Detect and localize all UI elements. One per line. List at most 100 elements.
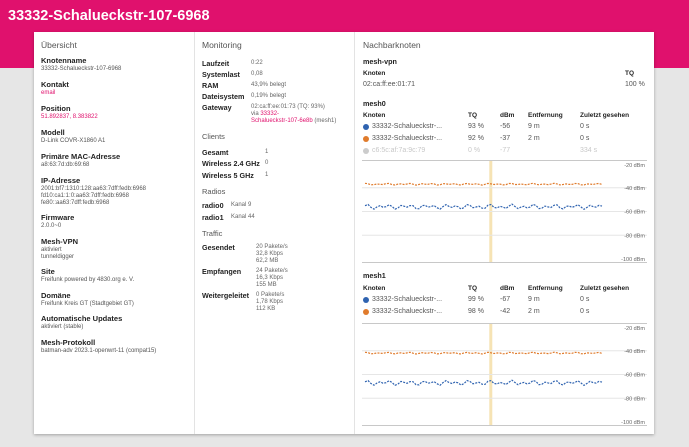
radios-heading: Radios xyxy=(202,187,226,196)
value-clients-5: 1 xyxy=(265,172,269,178)
gateway-node-link[interactable]: 33332- xyxy=(260,111,280,117)
label-load: Systemlast xyxy=(202,70,240,79)
mesh1-signal-chart[interactable]: -20 dBm -40 dBm -60 dBm -80 dBm -100 dBm xyxy=(362,323,647,426)
label-ip: IP-Adresse xyxy=(41,176,81,185)
monitoring-heading: Monitoring xyxy=(202,40,242,50)
value-mesh-vpn-2: tunneldigger xyxy=(41,254,75,260)
value-clients-24: 0 xyxy=(265,160,269,166)
value-clients-total: 1 xyxy=(265,149,269,155)
value-received-pps: 24 Pakete/s xyxy=(256,268,288,274)
label-clients-total: Gesamt xyxy=(202,148,229,157)
mesh1-axis-label: -60 dBm xyxy=(624,373,645,379)
value-filesystem: 0,19% belegt xyxy=(251,93,287,99)
mesh0-row1-color-dot xyxy=(363,124,369,130)
label-firmware: Firmware xyxy=(41,213,75,222)
value-forwarded-kbps: 1,78 Kbps xyxy=(256,299,284,305)
value-sent-total: 62,2 MB xyxy=(256,258,279,264)
gateway-node-link-2[interactable]: Schalueckstr-107-6e8b xyxy=(251,118,313,124)
clients-heading: Clients xyxy=(202,132,225,141)
mesh1-row1-color-dot xyxy=(363,297,369,303)
label-mac: Primäre MAC-Adresse xyxy=(41,152,121,161)
mesh1-row1-node-link[interactable]: 33332-Schalueckstr-... xyxy=(372,296,443,303)
mesh1-row1-tq: 99 % xyxy=(468,296,484,303)
mesh1-row2-tq: 98 % xyxy=(468,308,484,315)
label-clients-24: Wireless 2.4 GHz xyxy=(202,159,260,168)
value-firmware: 2.0.0~0 xyxy=(41,223,62,229)
mesh0-row2-node-link[interactable]: 33332-Schalueckstr-... xyxy=(372,135,443,142)
vpn-row-node: 02:ca:ff:ee:01:71 xyxy=(363,81,416,88)
mesh0-axis-label: -20 dBm xyxy=(624,163,645,169)
label-forwarded: Weitergeleitet xyxy=(202,291,249,300)
mesh0-row2-tq: 92 % xyxy=(468,135,484,142)
label-auto-update: Automatische Updates xyxy=(41,314,123,323)
label-received: Empfangen xyxy=(202,267,242,276)
overview-heading: Übersicht xyxy=(41,40,77,50)
value-forwarded-total: 112 KB xyxy=(256,306,276,312)
neighbours-heading: Nachbarknoten xyxy=(363,40,421,50)
mesh0-axis-label: -100 dBm xyxy=(621,257,645,263)
mesh0-col-tq: TQ xyxy=(468,112,478,119)
value-nodename: 33332-Schalueckstr-107-6968 xyxy=(41,66,122,72)
label-mesh-vpn: Mesh-VPN xyxy=(41,237,79,246)
mesh0-row1-dbm: -56 xyxy=(500,123,511,130)
position-link[interactable]: 51.892837, 8.383822 xyxy=(41,114,98,120)
monitoring-column: Monitoring Laufzeit 0:22 Systemlast 0,08… xyxy=(194,32,354,434)
mesh0-row3-color-dot xyxy=(363,148,369,154)
value-received-kbps: 16,3 Kbps xyxy=(256,275,284,281)
mesh0-col-node: Knoten xyxy=(363,112,386,119)
mesh0-row1-node-link[interactable]: 33332-Schalueckstr-... xyxy=(372,123,443,130)
value-received-total: 155 MB xyxy=(256,282,277,288)
mesh0-series-1-line xyxy=(364,203,603,211)
label-clients-5: Wireless 5 GHz xyxy=(202,171,254,180)
mesh0-series-2-line xyxy=(364,182,603,186)
mesh0-row1-distance: 9 m xyxy=(528,123,540,130)
page-title: 33332-Schalueckstr-107-6968 xyxy=(8,8,210,24)
mesh0-row3-lastseen: 334 s xyxy=(580,147,598,154)
value-sent-kbps: 32,8 Kbps xyxy=(256,251,284,257)
mesh1-row2-dbm: -42 xyxy=(500,308,511,315)
value-mesh-vpn-1: aktiviert xyxy=(41,247,62,253)
mesh0-row1-lastseen: 0 s xyxy=(580,123,590,130)
mesh0-col-lastseen: Zuletzt gesehen xyxy=(580,112,630,119)
value-gateway-node: Schalueckstr-107-6e8b (mesh1) xyxy=(251,118,336,125)
mesh0-row2-distance: 2 m xyxy=(528,135,540,142)
mesh0-row1-tq: 93 % xyxy=(468,123,484,130)
value-site: Freifunk powered by 4830.org e. V. xyxy=(41,277,135,283)
value-domain: Freifunk Kreis GT (Stadtgebiet GT) xyxy=(41,301,134,307)
value-forwarded-pps: 0 Pakete/s xyxy=(256,292,285,298)
value-model: D-Link COVR-X1860 A1 xyxy=(41,138,106,144)
label-nodename: Knotenname xyxy=(41,56,87,65)
gateway-via-text: via xyxy=(251,111,259,117)
neighbours-column: Nachbarknoten mesh-vpn Knoten TQ 02:ca:f… xyxy=(354,32,654,434)
label-mesh-protocol: Mesh-Protokoll xyxy=(41,338,96,347)
mesh1-series-2-line xyxy=(364,351,603,355)
gateway-interface: (mesh1) xyxy=(314,118,337,124)
mesh0-col-dbm: dBm xyxy=(500,112,515,119)
value-sent-pps: 20 Pakete/s xyxy=(256,244,288,250)
value-ram: 43,9% belegt xyxy=(251,82,287,88)
mesh1-series-1-line xyxy=(364,379,603,387)
label-domain: Domäne xyxy=(41,291,71,300)
mesh1-row1-dbm: -67 xyxy=(500,296,511,303)
mesh1-row2-node-link[interactable]: 33332-Schalueckstr-... xyxy=(372,308,443,315)
mesh1-axis-label: -80 dBm xyxy=(624,396,645,402)
value-load: 0,08 xyxy=(251,71,263,77)
mesh0-row2-color-dot xyxy=(363,136,369,142)
mesh0-row3-node: c6:5c:af:7a:9c:79 xyxy=(372,147,426,154)
mesh1-col-tq: TQ xyxy=(468,285,478,292)
label-gateway: Gateway xyxy=(202,103,232,112)
mesh1-col-distance: Entfernung xyxy=(528,285,563,292)
mesh0-row2-lastseen: 0 s xyxy=(580,135,590,142)
value-mac: a8:63:7d:db:69:68 xyxy=(41,162,90,168)
mesh0-title: mesh0 xyxy=(363,99,386,108)
mesh1-row1-lastseen: 0 s xyxy=(580,296,590,303)
contact-link[interactable]: email xyxy=(41,90,56,96)
mesh1-row2-color-dot xyxy=(363,309,369,315)
mesh0-signal-chart[interactable]: -20 dBm -40 dBm -60 dBm -80 dBm -100 dBm xyxy=(362,160,647,263)
value-mesh-protocol: batman-adv 2023.1-openwrt-11 (compat15) xyxy=(41,348,157,354)
value-auto-update: aktiviert (stable) xyxy=(41,324,84,330)
label-radio1: radio1 xyxy=(202,213,224,222)
label-sent: Gesendet xyxy=(202,243,235,252)
mesh1-col-node: Knoten xyxy=(363,285,386,292)
mesh1-row1-distance: 9 m xyxy=(528,296,540,303)
